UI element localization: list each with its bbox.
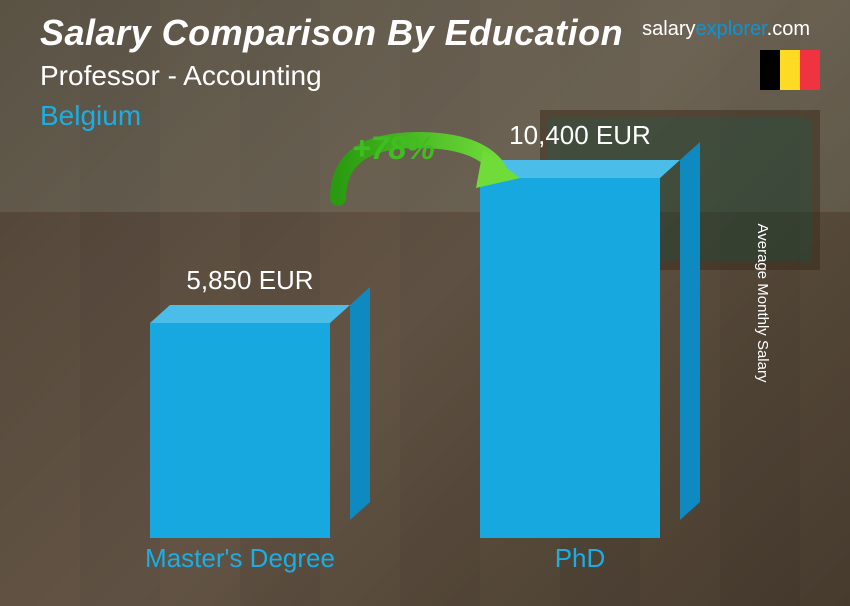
country-flag: [760, 50, 820, 90]
job-title: Professor - Accounting: [40, 60, 322, 92]
bar-label-phd: PhD: [480, 543, 680, 574]
bar-phd: 10,400 EUR: [480, 178, 680, 538]
brand-part3: .com: [767, 18, 810, 40]
infographic-container: Salary Comparison By Education Professor…: [0, 0, 850, 606]
flag-stripe-yellow: [780, 50, 800, 90]
bar-front-face: [150, 323, 330, 538]
brand-part2: explorer: [696, 18, 767, 40]
flag-stripe-red: [800, 50, 820, 90]
bar-side-face: [680, 142, 700, 520]
bar-top-face: [150, 305, 350, 323]
bar-side-face: [350, 287, 370, 520]
bar-masters: 5,850 EUR: [150, 323, 350, 538]
brand-part1: salary: [642, 18, 695, 40]
bar-label-masters: Master's Degree: [140, 543, 340, 574]
bar-front-face: [480, 178, 660, 538]
increase-percentage: +78%: [352, 130, 435, 167]
brand-logo: salaryexplorer.com: [642, 18, 810, 41]
country-label: Belgium: [40, 100, 141, 132]
flag-stripe-black: [760, 50, 780, 90]
bar-value-masters: 5,850 EUR: [150, 265, 350, 296]
y-axis-label: Average Monthly Salary: [754, 224, 771, 383]
main-title: Salary Comparison By Education: [40, 12, 623, 54]
